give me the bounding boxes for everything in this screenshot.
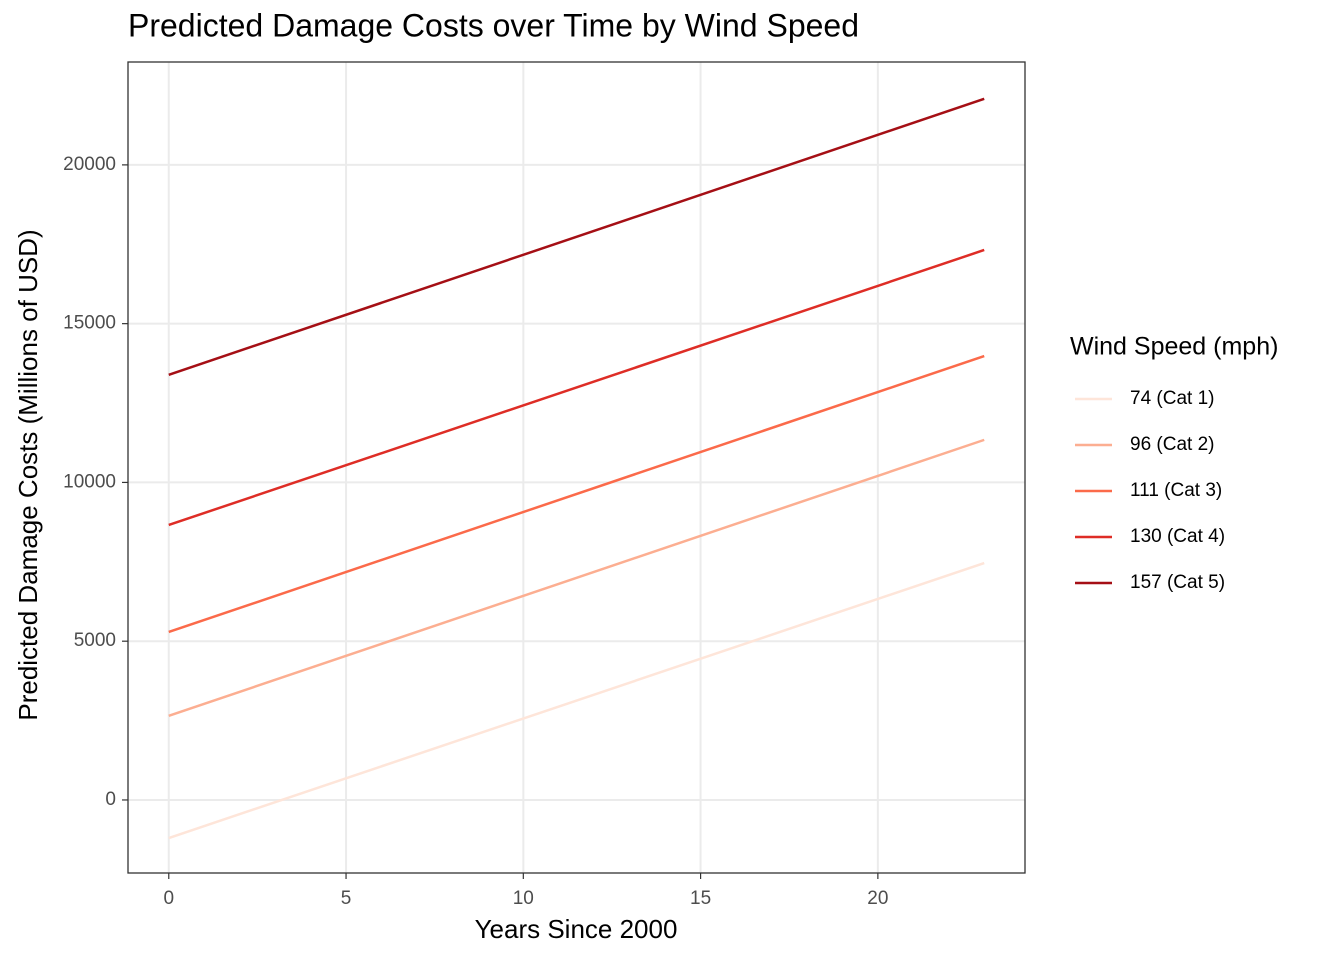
y-tick-label: 15000 [63,313,116,334]
x-tick-label: 5 [341,888,352,909]
legend-label: 130 (Cat 4) [1130,526,1225,547]
y-axis-label: Predicted Damage Costs (Millions of USD) [13,229,43,720]
x-tick-label: 15 [690,888,711,909]
legend-title: Wind Speed (mph) [1070,333,1278,361]
panel-border [127,61,1026,874]
series-line [168,438,985,718]
series-line [168,97,985,376]
legend-label: 157 (Cat 5) [1130,572,1225,593]
y-tick-label: 0 [105,789,116,810]
x-tick-label: 10 [513,888,534,909]
y-tick-label: 5000 [74,630,116,651]
x-tick-label: 0 [163,888,174,909]
series-line [168,354,985,634]
series-line [168,248,985,527]
chart-title: Predicted Damage Costs over Time by Wind… [128,7,859,43]
y-tick-label: 20000 [63,154,116,175]
legend-label: 111 (Cat 3) [1130,480,1222,501]
x-axis-label: Years Since 2000 [475,914,678,944]
series-line [168,561,985,840]
y-tick-label: 10000 [63,471,116,492]
legend-label: 74 (Cat 1) [1130,388,1214,409]
legend-label: 96 (Cat 2) [1130,434,1214,455]
x-tick-label: 20 [867,888,888,909]
